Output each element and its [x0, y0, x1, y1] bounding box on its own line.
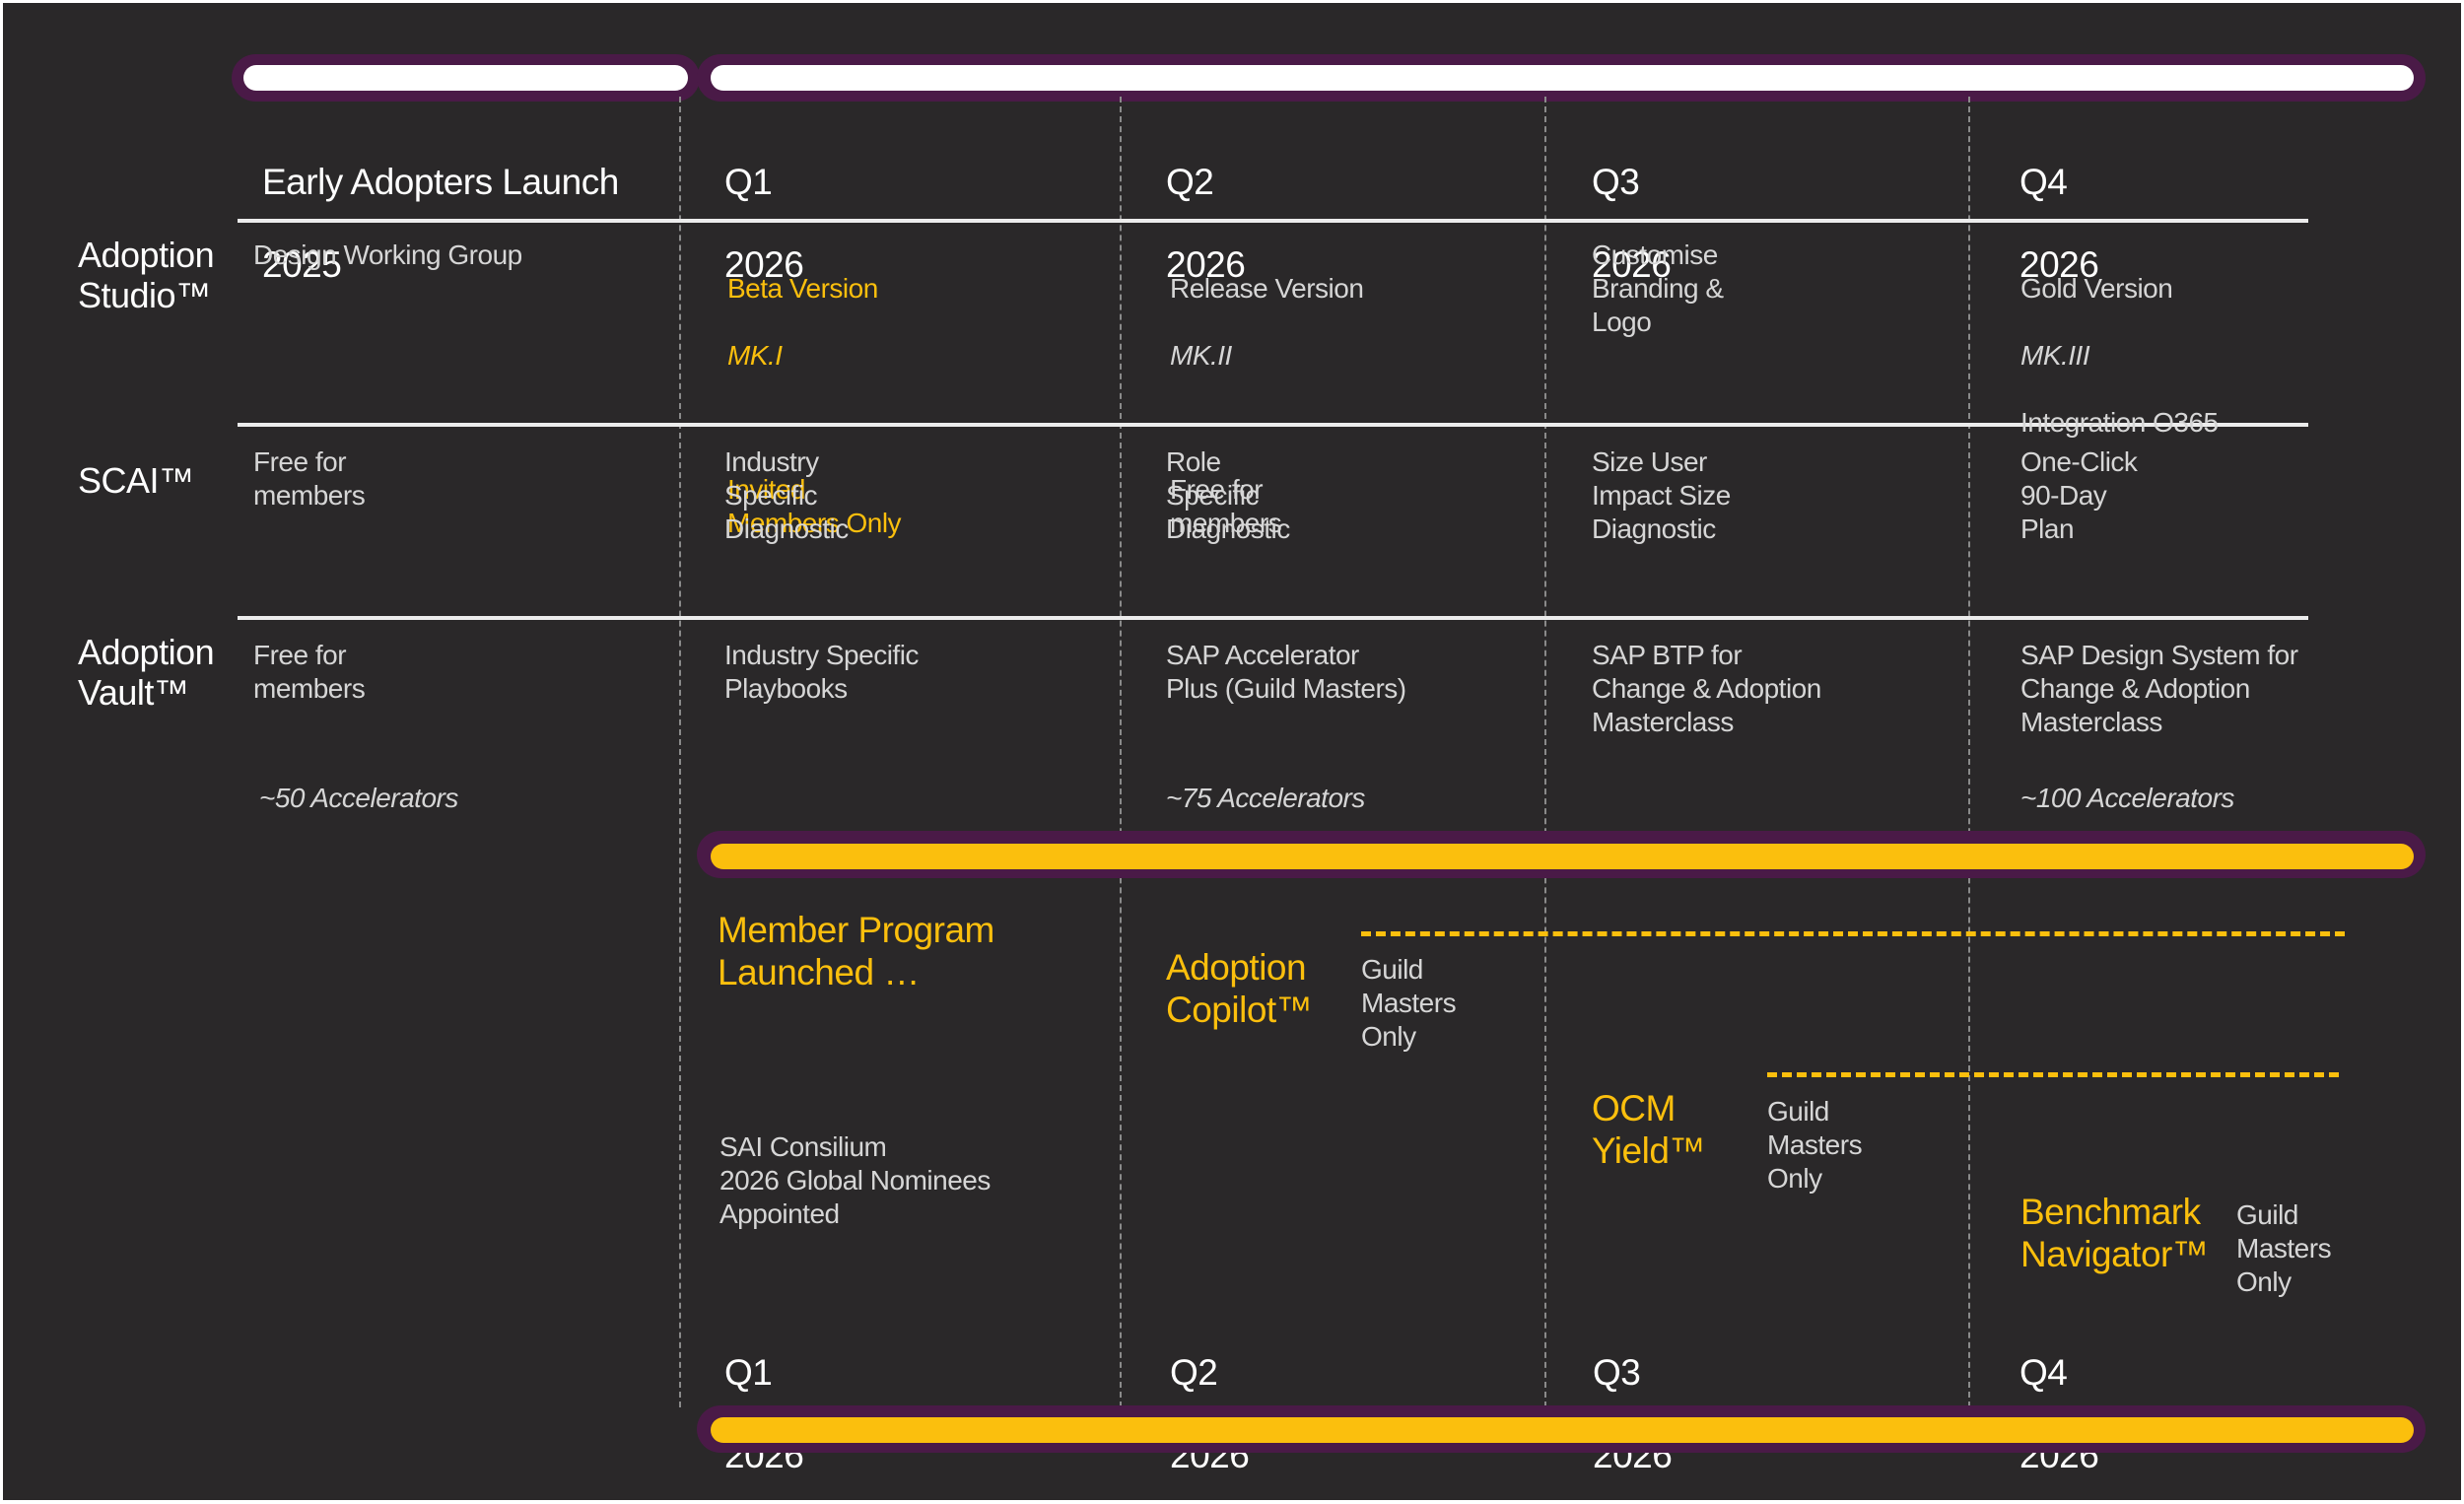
column-header-q3: Q3 2026 — [1592, 120, 1672, 327]
row-divider-studio — [238, 423, 2308, 427]
column-header-label: Q4 — [2019, 162, 2068, 202]
bottom-header-label: Q2 — [1170, 1352, 1218, 1393]
member-program-title: Member Program Launched … — [718, 910, 994, 992]
column-header-label: Early Adopters Launch — [262, 162, 619, 202]
bottom-header-label: Q4 — [2019, 1352, 2068, 1393]
ocm-yield-title: OCM Yield™ — [1592, 1088, 1705, 1171]
studio-q2-access: Free for members — [1170, 474, 1282, 538]
studio-q1-cell: Beta Version MK.I Invited Members Only — [727, 239, 902, 574]
row-label-adoption-studio: Adoption Studio™ — [78, 235, 215, 315]
ocm-yield-note: Guild Masters Only — [1767, 1096, 1863, 1194]
column-header-year: 2026 — [724, 244, 804, 285]
roadmap-panel — [3, 3, 2461, 1500]
studio-q4-integration: Integration O365 — [2020, 407, 2219, 438]
program-bar-top-fill — [711, 844, 2414, 869]
copilot-timeline-dash — [1361, 931, 2345, 936]
column-divider-3 — [1544, 97, 1546, 1407]
studio-q2-mark: MK.II — [1170, 340, 1232, 371]
studio-q4-version: Gold Version — [2020, 273, 2173, 304]
row-divider-header — [238, 219, 2308, 223]
column-header-label: Q2 — [1166, 162, 1214, 202]
vault-early-cell: Free for members — [253, 640, 366, 704]
scai-q3-cell: Size User Impact Size Diagnostic — [1592, 446, 1731, 544]
column-header-q2: Q2 2026 — [1166, 120, 1246, 327]
vault-early-count: ~50 Accelerators — [259, 783, 458, 813]
column-header-year: 2026 — [1592, 244, 1672, 285]
vault-q3-cell: SAP BTP for Change & Adoption Masterclas… — [1592, 640, 1821, 737]
adoption-copilot-note: Guild Masters Only — [1361, 954, 1457, 1052]
top-bar-early-fill — [243, 65, 688, 91]
bottom-header-label: Q1 — [724, 1352, 773, 1393]
vault-q4-count: ~100 Accelerators — [2020, 783, 2234, 813]
vault-q1-cell: Industry Specific Playbooks — [724, 640, 919, 704]
studio-q4-mark: MK.III — [2020, 340, 2090, 371]
vault-q2-count: ~75 Accelerators — [1166, 783, 1365, 813]
column-header-early: Early Adopters Launch 2025 — [262, 120, 619, 327]
row-label-adoption-vault: Adoption Vault™ — [78, 632, 215, 713]
scai-early-cell: Free for members — [253, 446, 366, 511]
column-header-year: 2025 — [262, 244, 342, 285]
bottom-header-label: Q3 — [1593, 1352, 1641, 1393]
adoption-copilot-title: Adoption Copilot™ — [1166, 947, 1313, 1030]
studio-q1-version: Beta Version — [727, 273, 878, 304]
column-header-label: Q1 — [724, 162, 773, 202]
ocm-timeline-dash — [1767, 1072, 2339, 1077]
column-header-year: 2026 — [1166, 244, 1246, 285]
studio-q4-cell: Gold Version MK.III Integration O365 — [2020, 239, 2219, 473]
column-divider-2 — [1120, 97, 1122, 1407]
row-label-scai: SCAI™ — [78, 460, 194, 501]
benchmark-navigator-note: Guild Masters Only — [2236, 1199, 2332, 1297]
column-divider-1 — [679, 97, 681, 1407]
studio-q3-cell: Customise Branding & Logo — [1592, 239, 1724, 337]
studio-early-cell: Design Working Group — [253, 239, 522, 270]
benchmark-navigator-title: Benchmark Navigator™ — [2020, 1192, 2209, 1274]
column-header-q1: Q1 2026 — [724, 120, 804, 327]
column-header-q4: Q4 2026 — [2019, 120, 2099, 327]
scai-q2-cell: Role Specific Diagnostic — [1166, 446, 1290, 544]
row-divider-scai — [238, 616, 2308, 620]
column-header-year: 2026 — [2019, 244, 2099, 285]
studio-q1-access: Invited Members Only — [727, 474, 902, 538]
column-header-label: Q3 — [1592, 162, 1640, 202]
studio-q1-mark: MK.I — [727, 340, 783, 371]
column-divider-4 — [1968, 97, 1970, 1407]
program-bar-bottom-fill — [711, 1417, 2414, 1443]
studio-q2-version: Release Version — [1170, 273, 1364, 304]
vault-q4-cell: SAP Design System for Change & Adoption … — [2020, 640, 2298, 737]
studio-q2-cell: Release Version MK.II Free for members — [1170, 239, 1364, 574]
member-program-subtitle: SAI Consilium 2026 Global Nominees Appoi… — [719, 1131, 991, 1229]
scai-q1-cell: Industry Specific Diagnostic — [724, 446, 849, 544]
top-bar-quarters-fill — [711, 65, 2414, 91]
scai-q4-cell: One-Click 90-Day Plan — [2020, 446, 2138, 544]
vault-q2-cell: SAP Accelerator Plus (Guild Masters) — [1166, 640, 1406, 704]
